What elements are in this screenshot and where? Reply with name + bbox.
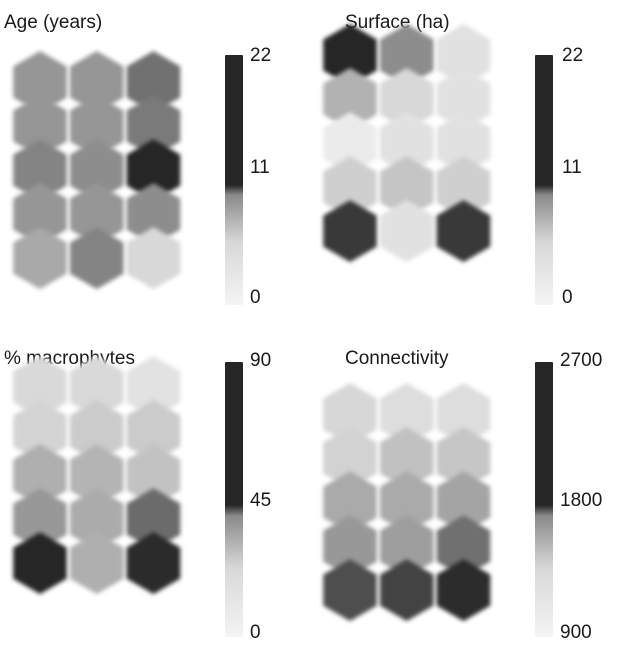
hex-cell: [13, 400, 67, 462]
hexmap-macrophytes: [13, 356, 181, 595]
hex-cell: [13, 227, 67, 290]
hex-cell: [126, 400, 181, 462]
hex-cell: [436, 471, 491, 534]
hex-cell: [69, 139, 124, 202]
colorbar-tick-min: 900: [560, 622, 592, 643]
colorbar: [535, 55, 553, 305]
panel-connectivity: Connectivity 2700 1800 900: [310, 332, 610, 647]
hex-cell: [69, 95, 124, 157]
hex-cell: [379, 559, 434, 622]
colorbar-tick-max: 2700: [560, 350, 603, 371]
hex-cell: [323, 559, 377, 622]
hexmap-age: [13, 51, 181, 290]
hex-cell: [379, 68, 434, 130]
hex-cell: [436, 68, 491, 130]
hex-cell: [69, 444, 124, 507]
colorbar-tick-max: 90: [250, 350, 272, 371]
hex-cell: [126, 532, 181, 595]
colorbar: [225, 55, 243, 305]
hex-cell: [13, 95, 67, 157]
colorbar-tick-mid: 1800: [560, 490, 603, 511]
hex-cell: [379, 24, 434, 86]
hex-cell: [69, 488, 124, 551]
hex-cell: [379, 471, 434, 534]
hex-cell: [126, 51, 181, 113]
hex-cell: [13, 532, 67, 595]
hex-cell: [436, 383, 491, 445]
hex-cell: [379, 112, 434, 175]
panel-age: Age (years) 22 11 0: [0, 0, 300, 315]
hex-cell: [126, 139, 181, 202]
hex-cell: [323, 471, 377, 534]
hex-cell: [323, 68, 377, 130]
hex-cell: [13, 139, 67, 202]
colorbar-tick-min: 0: [250, 622, 261, 643]
hex-cell: [323, 200, 377, 263]
hex-cell: [13, 488, 67, 551]
hex-cell: [323, 112, 377, 175]
hex-cell: [436, 427, 491, 489]
hex-cell: [436, 559, 491, 622]
panel-title: Connectivity: [345, 348, 449, 369]
hex-cell: [126, 356, 181, 418]
colorbar: [225, 362, 243, 637]
hex-cell: [69, 227, 124, 290]
hexmap-surface: [323, 24, 491, 263]
hex-cell: [69, 532, 124, 595]
hex-cell: [126, 227, 181, 290]
colorbar-tick-mid: 45: [250, 490, 272, 511]
panel-title: Age (years): [4, 12, 103, 33]
hex-cell: [436, 515, 491, 578]
hex-cell: [323, 383, 377, 445]
hex-cell: [379, 427, 434, 489]
colorbar-tick-mid: 11: [250, 157, 270, 178]
panel-macrophytes: % macrophytes 90 45 0: [0, 332, 300, 647]
hex-cell: [69, 400, 124, 462]
hex-cell: [323, 427, 377, 489]
hex-cell: [69, 51, 124, 113]
hex-cell: [13, 444, 67, 507]
colorbar-tick-min: 0: [562, 287, 573, 308]
hex-cell: [436, 200, 491, 263]
hex-cell: [126, 183, 181, 246]
hex-cell: [379, 156, 434, 219]
colorbar-tick-max: 22: [250, 45, 272, 66]
colorbar-tick-max: 22: [562, 45, 584, 66]
hex-cell: [323, 24, 377, 86]
hex-cell: [436, 156, 491, 219]
hex-cell: [379, 200, 434, 263]
hex-cell: [379, 515, 434, 578]
hex-cell: [69, 183, 124, 246]
panel-surface: Surface (ha) 22 11 0: [310, 0, 610, 315]
hex-cell: [13, 356, 67, 418]
panel-title: Surface (ha): [345, 12, 450, 33]
colorbar-tick-min: 0: [250, 287, 261, 308]
hex-cell: [436, 24, 491, 86]
hexmap-connectivity: [323, 383, 491, 622]
hex-cell: [69, 356, 124, 418]
hex-cell: [126, 444, 181, 507]
hex-cell: [13, 51, 67, 113]
colorbar-tick-mid: 11: [562, 157, 582, 178]
hex-cell: [126, 95, 181, 157]
hex-cell: [323, 515, 377, 578]
hex-cell: [126, 488, 181, 551]
hex-cell: [379, 383, 434, 445]
hex-cell: [323, 156, 377, 219]
hex-cell: [436, 112, 491, 175]
hex-cell: [13, 183, 67, 246]
colorbar: [535, 362, 553, 637]
